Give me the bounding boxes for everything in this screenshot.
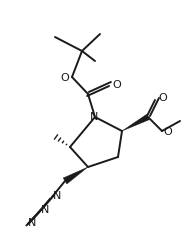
- Text: O: O: [164, 126, 172, 136]
- Text: N: N: [41, 204, 49, 214]
- Polygon shape: [63, 167, 88, 184]
- Polygon shape: [122, 115, 149, 131]
- Text: O: O: [113, 80, 121, 90]
- Text: N: N: [90, 112, 98, 121]
- Text: O: O: [61, 73, 69, 83]
- Text: N: N: [28, 217, 36, 227]
- Text: N: N: [53, 190, 61, 200]
- Text: O: O: [159, 93, 167, 103]
